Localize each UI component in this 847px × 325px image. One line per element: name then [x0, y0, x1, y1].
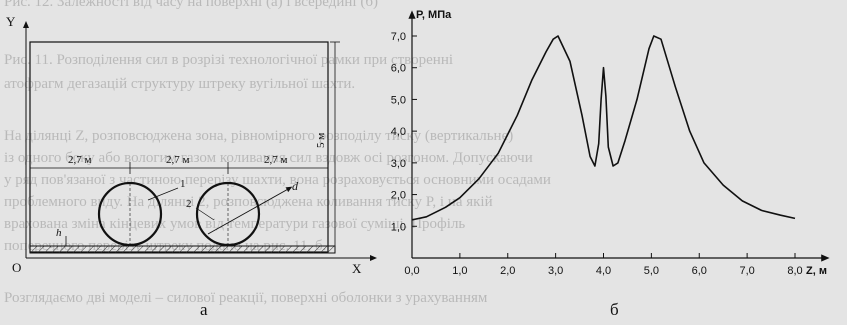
- y-tick-label: 5,0: [391, 94, 406, 106]
- y-tick-label: 3,0: [391, 158, 406, 170]
- x-tick-label: 6,0: [692, 265, 707, 277]
- x-tick-label: 7,0: [739, 265, 754, 277]
- pressure-series-line: [411, 35, 796, 221]
- origin-label: O: [12, 260, 21, 275]
- y-axis-label: Y: [6, 14, 16, 29]
- x-axis-label: X: [352, 261, 362, 276]
- y-tick-label: 2,0: [391, 190, 406, 202]
- diameter-leader: [207, 186, 293, 235]
- chart-x-axis-label: Z, м: [806, 265, 827, 277]
- pipe-number: 2: [186, 198, 192, 210]
- x-tick-label: 5,0: [644, 265, 659, 277]
- y-tick-label: 6,0: [391, 63, 406, 75]
- y-tick-label: 7,0: [391, 31, 406, 43]
- ground-layer: [29, 245, 336, 254]
- spacing-label: 2,7 м: [264, 154, 288, 166]
- diameter-label: d: [292, 179, 299, 193]
- pipe-leader-1: [147, 187, 179, 201]
- height-dimension-label: 5 м: [315, 133, 327, 148]
- panel-letter-b: б: [610, 300, 619, 319]
- x-tick-label: 8,0: [787, 265, 802, 277]
- x-tick-label: 3,0: [548, 265, 563, 277]
- x-tick-label: 4,0: [596, 265, 611, 277]
- spacing-label: 2,7 м: [166, 154, 190, 166]
- spacing-label: 2,7 м: [68, 154, 92, 166]
- cross-section-diagram: Y X O 5 м 2,7 м 2,7 м 2,7 м d 1 2 h: [6, 14, 377, 276]
- pipe-number: 1: [180, 178, 186, 190]
- y-tick-label: 1,0: [391, 221, 406, 233]
- pipe-leader-2: [195, 207, 215, 221]
- x-tick-label: 1,0: [452, 265, 467, 277]
- h-label: h: [56, 227, 62, 239]
- y-tick-label: 4,0: [391, 126, 406, 138]
- x-tick-label: 0,0: [404, 265, 419, 277]
- x-tick-label: 2,0: [500, 265, 515, 277]
- panel-letter-a: а: [200, 300, 208, 319]
- chart-y-axis-label: P, МПа: [416, 9, 452, 21]
